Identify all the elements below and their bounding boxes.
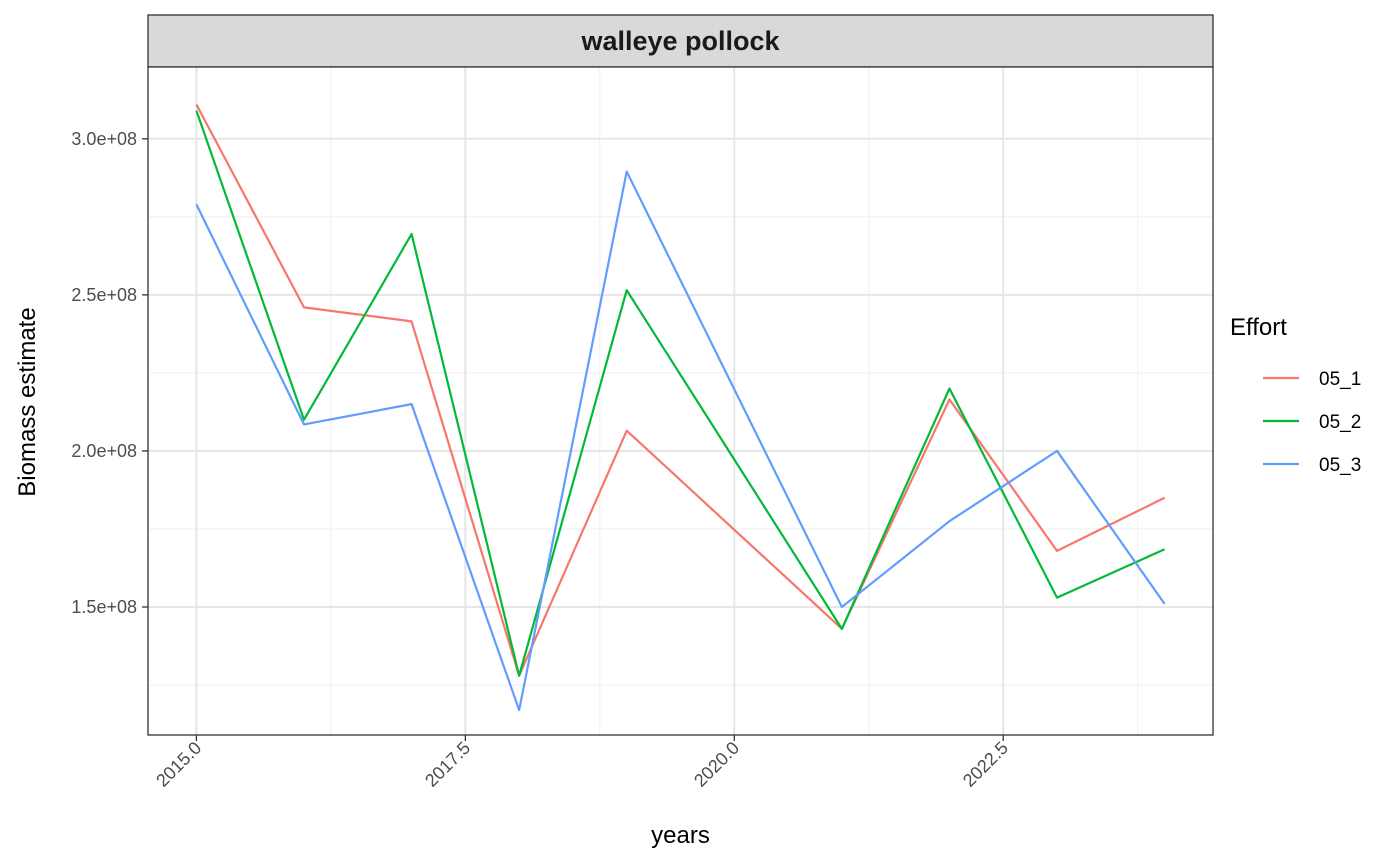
legend-label-05_2: 05_2: [1319, 412, 1361, 433]
x-tick-label: 2022.5: [959, 738, 1012, 791]
x-tick-label: 2015.0: [152, 738, 205, 791]
series-lines: [195, 103, 1166, 712]
legend-title: Effort: [1230, 314, 1287, 341]
legend-label-05_3: 05_3: [1319, 455, 1361, 476]
x-axis-title: years: [651, 822, 710, 849]
x-tick-label: 2017.5: [421, 738, 474, 791]
x-tick-label: 2020.0: [690, 738, 743, 791]
plot-panel: [148, 67, 1213, 735]
facet-title: walleye pollock: [580, 26, 780, 56]
y-axis: 1.5e+08 2.0e+08 2.5e+08 3.0e+08: [71, 129, 148, 617]
x-axis: 2015.0 2017.5 2020.0 2022.5: [152, 735, 1012, 791]
series-line-05_2: [195, 110, 1166, 677]
legend-label-05_1: 05_1: [1319, 369, 1361, 390]
y-tick-label: 2.5e+08: [71, 285, 137, 305]
series-line-05_3: [195, 170, 1166, 712]
panel-border: [147, 66, 1214, 736]
grid-minor: [148, 67, 1213, 735]
series-line-05_1: [195, 103, 1166, 677]
y-tick-label: 2.0e+08: [71, 441, 137, 461]
facet-strip: [147, 14, 1214, 68]
y-tick-label: 3.0e+08: [71, 129, 137, 149]
y-axis-title: Biomass estimate: [14, 307, 41, 496]
legend: Effort 05_1 05_2 05_3: [1230, 314, 1361, 476]
y-tick-label: 1.5e+08: [71, 597, 137, 617]
grid-major: [148, 67, 1213, 735]
